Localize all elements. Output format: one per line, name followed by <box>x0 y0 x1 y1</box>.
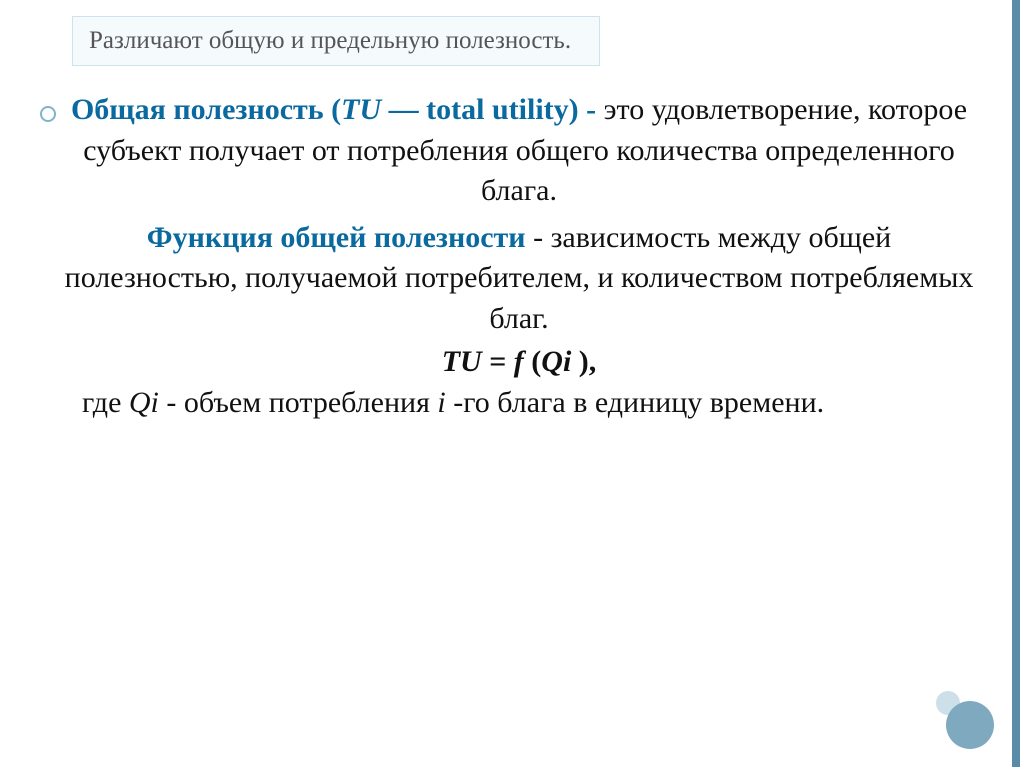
formula-eq: = <box>482 345 514 378</box>
accent-bar <box>1012 0 1020 767</box>
paragraph-total-utility: Общая полезность (TU — total utility) - … <box>60 90 978 212</box>
text-where-post: -го блага в единицу времени. <box>446 386 824 419</box>
symbol-qi: Qi <box>129 386 159 419</box>
symbol-tu: TU <box>341 93 381 126</box>
formula-f: f <box>514 345 524 378</box>
text-where-mid: - объем потребления <box>159 386 437 419</box>
text-where-pre: где <box>82 386 129 419</box>
content-area: Общая полезность (TU — total utility) - … <box>14 90 1014 424</box>
symbol-i: i <box>437 386 445 419</box>
paragraph-where: где Qi - объем потребления i -го блага в… <box>82 383 956 424</box>
term-total-utility: Общая полезность ( <box>71 93 341 126</box>
term-utility-function: Функция общей полезности <box>147 221 526 254</box>
formula-close: ), <box>571 345 596 378</box>
title-box: Различают общую и предельную полезность. <box>72 16 600 66</box>
formula-qi: Qi <box>541 345 571 378</box>
formula: TU = f (Qi ), <box>60 345 978 379</box>
slide: Различают общую и предельную полезность.… <box>0 0 1024 767</box>
circle-big-icon <box>946 701 994 749</box>
bullet-item: Общая полезность (TU — total utility) - … <box>60 90 978 212</box>
bullet-icon <box>40 106 56 122</box>
formula-tu: TU <box>442 345 482 378</box>
paragraph-utility-function: Функция общей полезности - зависимость м… <box>60 218 978 340</box>
slide-title: Различают общую и предельную полезность. <box>89 27 571 54</box>
term-total-utility-tail: — total utility) - <box>381 93 596 126</box>
formula-open: ( <box>524 345 542 378</box>
